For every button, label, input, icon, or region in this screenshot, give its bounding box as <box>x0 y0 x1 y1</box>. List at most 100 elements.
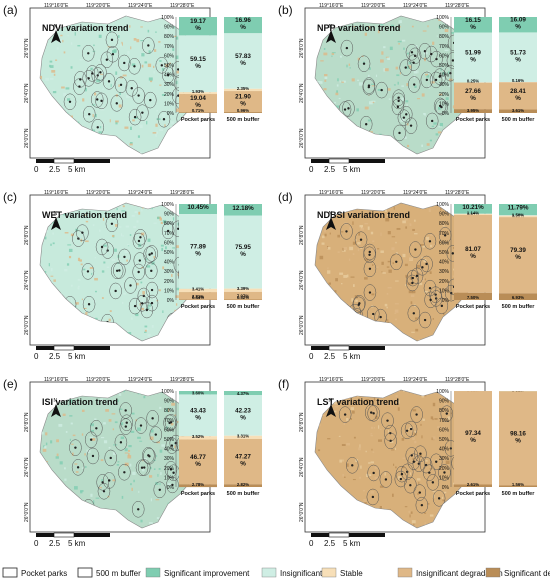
pocket-park <box>437 497 441 500</box>
pocket-park <box>372 471 375 475</box>
buffer-ring <box>435 297 449 315</box>
bar-value-label: 3.95% <box>467 108 479 113</box>
bar-axis-tick: 80% <box>439 408 450 414</box>
buffer-ring <box>364 404 378 421</box>
buffer-ring <box>101 242 114 259</box>
bar-segment-significant_improvement <box>224 391 262 396</box>
bar-value-label: 2.82% <box>237 482 249 487</box>
bar-value-label: % <box>195 461 201 468</box>
latitude-label: 26°0'0"N <box>24 315 30 335</box>
buffer-ring <box>362 77 376 94</box>
bar-axis-tick: 10% <box>439 475 450 481</box>
bar-value-label: 0.52% <box>237 295 249 300</box>
pocket-park <box>419 452 422 455</box>
buffer-ring <box>113 262 126 279</box>
panel-title: NDBSI variation trend <box>317 210 410 220</box>
buffer-ring <box>338 406 352 423</box>
pocket-park <box>96 98 99 101</box>
bar-segment-significant_improvement <box>454 204 492 214</box>
bar-axis-tick: 100% <box>161 15 174 21</box>
scalebar-white <box>328 345 350 351</box>
latitude-label: 26°8'0"N <box>24 225 30 245</box>
bar-axis-tick: 80% <box>439 34 450 40</box>
scalebar-black <box>36 159 54 163</box>
pocket-park <box>412 61 415 64</box>
pocket-park <box>438 75 441 78</box>
scale-label: 0 <box>34 539 39 548</box>
bar-axis-tick: 40% <box>439 73 450 79</box>
pocket-park <box>107 80 111 83</box>
pocket-park <box>399 477 403 481</box>
buffer-ring <box>375 81 388 99</box>
bar-axis-tick: 100% <box>436 389 449 395</box>
buffer-ring <box>143 448 156 465</box>
pocket-park <box>428 240 432 243</box>
buffer-ring <box>136 104 149 121</box>
pocket-park <box>158 488 161 491</box>
longitude-label: 119°20'0"E <box>86 3 111 9</box>
pocket-park <box>118 269 121 272</box>
bar-segment-significant_degradation <box>499 109 537 113</box>
pocket-park <box>149 98 152 102</box>
pocket-park <box>412 460 416 463</box>
buffer-ring <box>426 474 440 491</box>
buffer-ring <box>63 93 77 111</box>
bar-value-label: % <box>470 253 476 260</box>
bar-axis-tick: 50% <box>164 250 175 256</box>
pocket-park <box>362 62 366 65</box>
buffer-ring <box>100 51 114 68</box>
bar-axis-tick: 60% <box>439 240 450 246</box>
longitude-label: 119°28'0"E <box>170 377 195 383</box>
pocket-park <box>137 239 141 243</box>
scalebar-white <box>53 345 75 351</box>
buffer-ring <box>407 453 421 470</box>
pocket-park <box>410 51 414 54</box>
bar-axis-tick: 90% <box>164 25 175 31</box>
buffer-ring <box>134 229 147 246</box>
bar-value-label: 59.15 <box>190 56 206 63</box>
bar-value-label: % <box>240 24 246 31</box>
pocket-park <box>100 99 103 103</box>
bar-value-label: 3.60% <box>192 391 204 396</box>
bar-value-label: 16.96 <box>235 17 251 24</box>
pocket-park <box>160 64 164 67</box>
pocket-park <box>368 267 372 270</box>
bar-axis-tick: 100% <box>436 15 449 21</box>
pocket-park <box>397 96 400 99</box>
longitude-label: 119°20'0"E <box>86 190 111 196</box>
buffer-ring <box>404 117 418 134</box>
bar-segment-significant_improvement <box>454 17 492 33</box>
bar-axis-tick: 30% <box>439 269 450 275</box>
pocket-park <box>409 427 413 431</box>
longitude-label: 119°24'0"E <box>128 190 153 196</box>
buffer-ring <box>132 87 145 104</box>
bar-axis-tick: 90% <box>439 399 450 405</box>
pocket-park <box>430 119 434 123</box>
bar-value-label: 51.73 <box>510 49 526 56</box>
buffer-ring <box>90 420 103 437</box>
buffer-ring <box>340 39 354 57</box>
buffer-ring <box>163 414 176 432</box>
bar-segment-significant_degradation <box>499 293 537 300</box>
buffer-ring <box>97 483 111 500</box>
buffer-ring <box>91 67 105 84</box>
scale-label: 5 km <box>343 539 361 548</box>
buffer-ring <box>105 31 119 49</box>
pocket-park <box>114 289 117 293</box>
buffer-ring <box>135 459 149 476</box>
longitude-label: 119°24'0"E <box>128 3 153 9</box>
scalebar-black <box>311 346 329 350</box>
buffer-ring <box>142 447 155 464</box>
bar-axis-tick: 40% <box>439 260 450 266</box>
scale-label: 2.5 <box>324 352 336 361</box>
buffer-ring <box>142 37 155 54</box>
pocket-park <box>402 116 406 119</box>
bar-axis-tick: 100% <box>161 202 174 208</box>
buffer-ring <box>103 472 116 489</box>
pocket-park <box>415 413 418 416</box>
legend-swatch-pocket_parks <box>2 567 18 578</box>
pocket-park <box>397 99 400 103</box>
pocket-park <box>115 269 119 272</box>
buffer-ring <box>125 80 138 97</box>
legend-label-stable: Stable <box>340 569 363 578</box>
